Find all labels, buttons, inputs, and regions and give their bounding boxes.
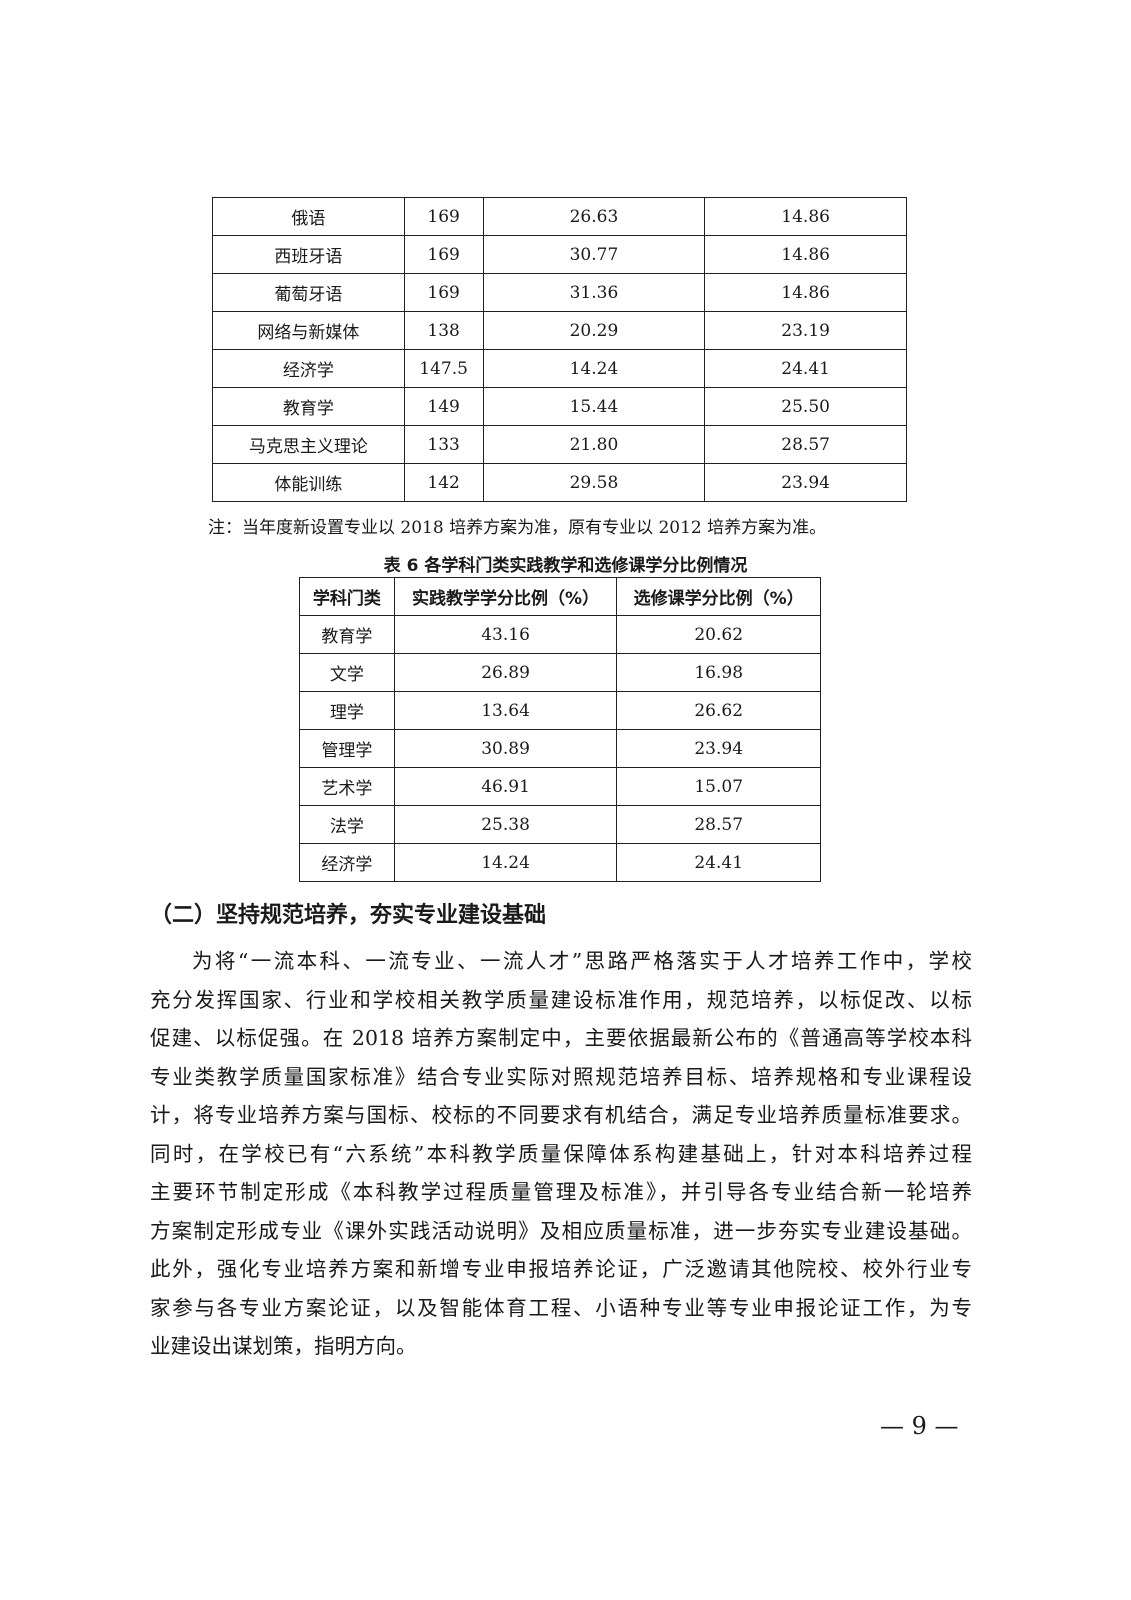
table-6: 学科门类 实践教学学分比例（%） 选修课学分比例（%） 教育学 43.16 20.6… <box>299 577 821 882</box>
table-cell: 169 <box>403 273 484 312</box>
table-row: 理学 13.64 26.62 <box>299 691 821 730</box>
table-cell: 艺术学 <box>299 767 395 806</box>
table-cell: 14.24 <box>393 843 618 882</box>
table-row: 葡萄牙语 169 31.36 14.86 <box>212 273 907 312</box>
table-row: 俄语 169 26.63 14.86 <box>212 197 907 236</box>
header-cell: 实践教学学分比例（%） <box>393 577 618 616</box>
paragraph-line: 此外，强化专业培养方案和新增专业申报培养论证，广泛邀请其他院校、校外行业专 <box>150 1257 972 1281</box>
paragraph-line: 家参与各专业方案论证，以及智能体育工程、小语种专业等专业申报论证工作，为专 <box>150 1295 972 1320</box>
table-cell: 26.63 <box>482 197 706 236</box>
table-cell: 教育学 <box>212 387 405 426</box>
table-cell: 体能训练 <box>212 463 405 502</box>
table-cell: 俄语 <box>212 197 405 236</box>
table-row: 文学 26.89 16.98 <box>299 653 821 692</box>
table-cell: 31.36 <box>482 273 706 312</box>
table-cell: 管理学 <box>299 729 395 768</box>
table-6-caption: 表 6 各学科门类实践教学和选修课学分比例情况 <box>383 556 748 576</box>
table-row: 马克思主义理论 133 21.80 28.57 <box>212 425 907 464</box>
table-cell: 教育学 <box>299 615 395 654</box>
table-row: 西班牙语 169 30.77 14.86 <box>212 235 907 274</box>
table-cell: 16.98 <box>616 653 821 692</box>
table-cell: 23.94 <box>704 463 907 502</box>
table-cell: 169 <box>403 235 484 274</box>
table-row: 管理学 30.89 23.94 <box>299 729 821 768</box>
table-cell: 经济学 <box>299 843 395 882</box>
paragraph-line: 方案制定形成专业《课外实践活动说明》及相应质量标准，进一步夯实专业建设基础。 <box>150 1218 972 1243</box>
table-cell: 169 <box>403 197 484 236</box>
table-cell: 28.57 <box>616 805 821 844</box>
table-row: 艺术学 46.91 15.07 <box>299 767 821 806</box>
table-cell: 26.62 <box>616 691 821 730</box>
table-cell: 30.89 <box>393 729 618 768</box>
table-cell: 15.07 <box>616 767 821 806</box>
table-cell: 43.16 <box>393 615 618 654</box>
table-cell: 马克思主义理论 <box>212 425 405 464</box>
table-cell: 24.41 <box>704 349 907 388</box>
table-note: 注：当年度新设置专业以 2018 培养方案为准，原有专业以 2012 培养方案为… <box>208 518 827 538</box>
page-number: — 9 — <box>880 1412 959 1440</box>
table-cell: 46.91 <box>393 767 618 806</box>
body-paragraph: 为将“一流本科、一流专业、一流人才”思路严格落实于人才培养工作中，学校充分发挥国… <box>150 942 972 1366</box>
table-cell: 14.86 <box>704 235 907 274</box>
table-row: 经济学 147.5 14.24 24.41 <box>212 349 907 388</box>
table-cell: 25.50 <box>704 387 907 426</box>
table-cell: 西班牙语 <box>212 235 405 274</box>
table-cell: 142 <box>403 463 484 502</box>
table-cell: 经济学 <box>212 349 405 388</box>
paragraph-line: 主要环节制定形成《本科教学过程质量管理及标准》，并引导各专业结合新一轮培养 <box>150 1180 972 1204</box>
section-heading: （二）坚持规范培养，夯实专业建设基础 <box>150 903 547 928</box>
paragraph-line: 同时，在学校已有“六系统”本科教学质量保障体系构建基础上，针对本科培养过程 <box>150 1141 972 1166</box>
table-cell: 23.94 <box>616 729 821 768</box>
table-cell: 29.58 <box>482 463 706 502</box>
table-cell: 20.29 <box>482 311 706 350</box>
table-cell: 147.5 <box>403 349 484 388</box>
table-cell: 149 <box>403 387 484 426</box>
table-cell: 133 <box>403 425 484 464</box>
table-cell: 26.89 <box>393 653 618 692</box>
table-cell: 28.57 <box>704 425 907 464</box>
table-cell: 14.24 <box>482 349 706 388</box>
table-row: 经济学 14.24 24.41 <box>299 843 821 882</box>
table-cell: 23.19 <box>704 311 907 350</box>
table-cell: 13.64 <box>393 691 618 730</box>
table-cell: 24.41 <box>616 843 821 882</box>
table-cell: 30.77 <box>482 235 706 274</box>
table-row: 体能训练 142 29.58 23.94 <box>212 463 907 502</box>
table-row: 法学 25.38 28.57 <box>299 805 821 844</box>
table-cell: 25.38 <box>393 805 618 844</box>
paragraph-line: 专业类教学质量国家标准》结合专业实际对照规范培养目标、培养规格和专业课程设 <box>150 1064 972 1089</box>
paragraph-line: 业建设出谋划策，指明方向。 <box>150 1334 417 1358</box>
table-5-continued: 俄语 169 26.63 14.86 西班牙语 169 30.77 14.86 葡萄牙语 169 3… <box>212 197 907 502</box>
table-cell: 20.62 <box>616 615 821 654</box>
table-row: 教育学 149 15.44 25.50 <box>212 387 907 426</box>
table-cell: 14.86 <box>704 197 907 236</box>
table-row: 网络与新媒体 138 20.29 23.19 <box>212 311 907 350</box>
table-cell: 理学 <box>299 691 395 730</box>
table-cell: 文学 <box>299 653 395 692</box>
table-cell: 21.80 <box>482 425 706 464</box>
table-row: 教育学 43.16 20.62 <box>299 615 821 654</box>
paragraph-line: 计，将专业培养方案与国标、校标的不同要求有机结合，满足专业培养质量标准要求。 <box>150 1103 972 1127</box>
table-cell: 法学 <box>299 805 395 844</box>
table-cell: 15.44 <box>482 387 706 426</box>
table-cell: 14.86 <box>704 273 907 312</box>
paragraph-line: 促建、以标促强。在 2018 培养方案制定中，主要依据最新公布的《普通高等学校本… <box>150 1026 972 1050</box>
paragraph-line: 充分发挥国家、行业和学校相关教学质量建设标准作用，规范培养，以标促改、以标 <box>150 987 972 1012</box>
paragraph-line: 为将“一流本科、一流专业、一流人才”思路严格落实于人才培养工作中，学校 <box>192 949 972 973</box>
header-cell: 学科门类 <box>299 577 395 616</box>
table-cell: 葡萄牙语 <box>212 273 405 312</box>
table-header-row: 学科门类 实践教学学分比例（%） 选修课学分比例（%） <box>299 577 821 616</box>
table-cell: 138 <box>403 311 484 350</box>
header-cell: 选修课学分比例（%） <box>616 577 821 616</box>
table-cell: 网络与新媒体 <box>212 311 405 350</box>
